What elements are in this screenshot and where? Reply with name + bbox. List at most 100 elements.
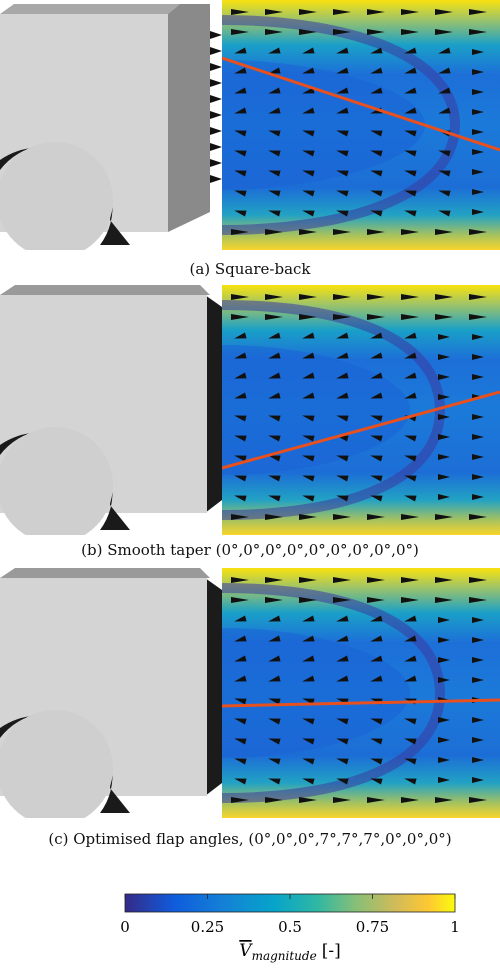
- velocity-arrow: [268, 67, 281, 74]
- velocity-arrow: [404, 392, 417, 399]
- flow-panel: [0, 0, 500, 250]
- velocity-arrow: [268, 415, 281, 422]
- velocity-arrow: [472, 169, 484, 175]
- body-side: [168, 4, 210, 232]
- velocity-arrow: [234, 758, 247, 765]
- velocity-arrow: [404, 655, 417, 662]
- velocity-arrow: [472, 454, 484, 460]
- velocity-arrow: [268, 352, 281, 359]
- velocity-arrow: [367, 597, 385, 603]
- velocity-arrow: [401, 797, 419, 803]
- velocity-arrow: [435, 514, 453, 520]
- velocity-arrow: [438, 170, 451, 177]
- velocity-arrow: [234, 738, 247, 745]
- velocity-arrow: [265, 294, 283, 300]
- velocity-arrow: [234, 352, 247, 359]
- velocity-arrow: [336, 455, 349, 462]
- velocity-arrow: [234, 435, 247, 442]
- velocity-arrow: [367, 29, 385, 35]
- velocity-arrow: [370, 495, 383, 502]
- velocity-arrow: [302, 635, 315, 642]
- velocity-arrow: [336, 392, 349, 399]
- velocity-arrow: [299, 514, 317, 520]
- velocity-arrow: [333, 797, 351, 803]
- velocity-arrow: [438, 190, 451, 197]
- velocity-arrow: [404, 738, 417, 745]
- velocity-arrow: [268, 87, 281, 94]
- velocity-arrow: [404, 150, 417, 157]
- velocity-arrow: [472, 414, 484, 420]
- velocity-arrow: [302, 352, 315, 359]
- velocity-arrow: [370, 130, 383, 137]
- tick-label: 1: [450, 918, 460, 936]
- velocity-arrow: [370, 190, 383, 197]
- velocity-arrow: [469, 9, 487, 15]
- wheel: [0, 710, 113, 818]
- velocity-arrow: [438, 374, 450, 380]
- velocity-arrow: [438, 334, 450, 340]
- velocity-arrow: [438, 150, 451, 157]
- velocity-arrow: [367, 229, 385, 235]
- velocity-arrow: [370, 615, 383, 622]
- velocity-arrow: [302, 738, 315, 745]
- velocity-arrow: [234, 475, 247, 482]
- velocity-arrow: [469, 577, 487, 583]
- velocity-arrow: [265, 9, 283, 15]
- wall-arrow: [210, 47, 222, 55]
- velocity-arrow: [370, 170, 383, 177]
- velocity-arrow: [435, 314, 453, 320]
- sample-line: [221, 56, 500, 152]
- velocity-arrow: [333, 314, 351, 320]
- velocity-arrow: [231, 577, 249, 583]
- velocity-arrow: [302, 758, 315, 765]
- velocity-arrow: [268, 655, 281, 662]
- velocity-arrow: [234, 675, 247, 682]
- velocity-arrow: [370, 210, 383, 217]
- velocity-arrow: [268, 758, 281, 765]
- velocity-arrow: [401, 597, 419, 603]
- velocity-arrow: [268, 170, 281, 177]
- velocity-arrow: [336, 107, 349, 114]
- velocity-arrow: [302, 332, 315, 339]
- tick-label: 0: [120, 918, 130, 936]
- velocity-arrow: [472, 777, 484, 783]
- velocity-arrow: [404, 495, 417, 502]
- velocity-arrow: [234, 698, 247, 705]
- velocity-arrow: [401, 229, 419, 235]
- body-top: [0, 285, 210, 295]
- velocity-arrow: [472, 657, 484, 663]
- velocity-arrow: [234, 87, 247, 94]
- velocity-arrow: [333, 514, 351, 520]
- symbol: V: [239, 941, 253, 961]
- velocity-arrow: [302, 778, 315, 785]
- velocity-arrow: [472, 89, 484, 95]
- velocity-arrow: [435, 597, 453, 603]
- velocity-arrow: [336, 675, 349, 682]
- velocity-arrow: [299, 597, 317, 603]
- velocity-arrow: [268, 475, 281, 482]
- velocity-arrow: [438, 454, 450, 460]
- velocity-arrow: [268, 698, 281, 705]
- wall-arrow: [210, 143, 222, 151]
- velocity-arrow: [370, 455, 383, 462]
- velocity-arrow: [336, 190, 349, 197]
- velocity-arrow: [367, 797, 385, 803]
- velocity-arrow: [336, 738, 349, 745]
- wall-arrow: [210, 111, 222, 119]
- velocity-arrow: [302, 190, 315, 197]
- velocity-arrow: [231, 229, 249, 235]
- velocity-arrow: [268, 738, 281, 745]
- velocity-arrow: [299, 9, 317, 15]
- velocity-arrow: [401, 577, 419, 583]
- velocity-arrow: [234, 190, 247, 197]
- velocity-arrow: [268, 210, 281, 217]
- velocity-arrow: [438, 617, 450, 623]
- velocity-arrow: [404, 758, 417, 765]
- velocity-arrow: [472, 49, 484, 55]
- velocity-arrow: [472, 717, 484, 723]
- velocity-arrow: [472, 474, 484, 480]
- velocity-arrow: [472, 334, 484, 340]
- velocity-arrow: [404, 130, 417, 137]
- velocity-arrow: [299, 314, 317, 320]
